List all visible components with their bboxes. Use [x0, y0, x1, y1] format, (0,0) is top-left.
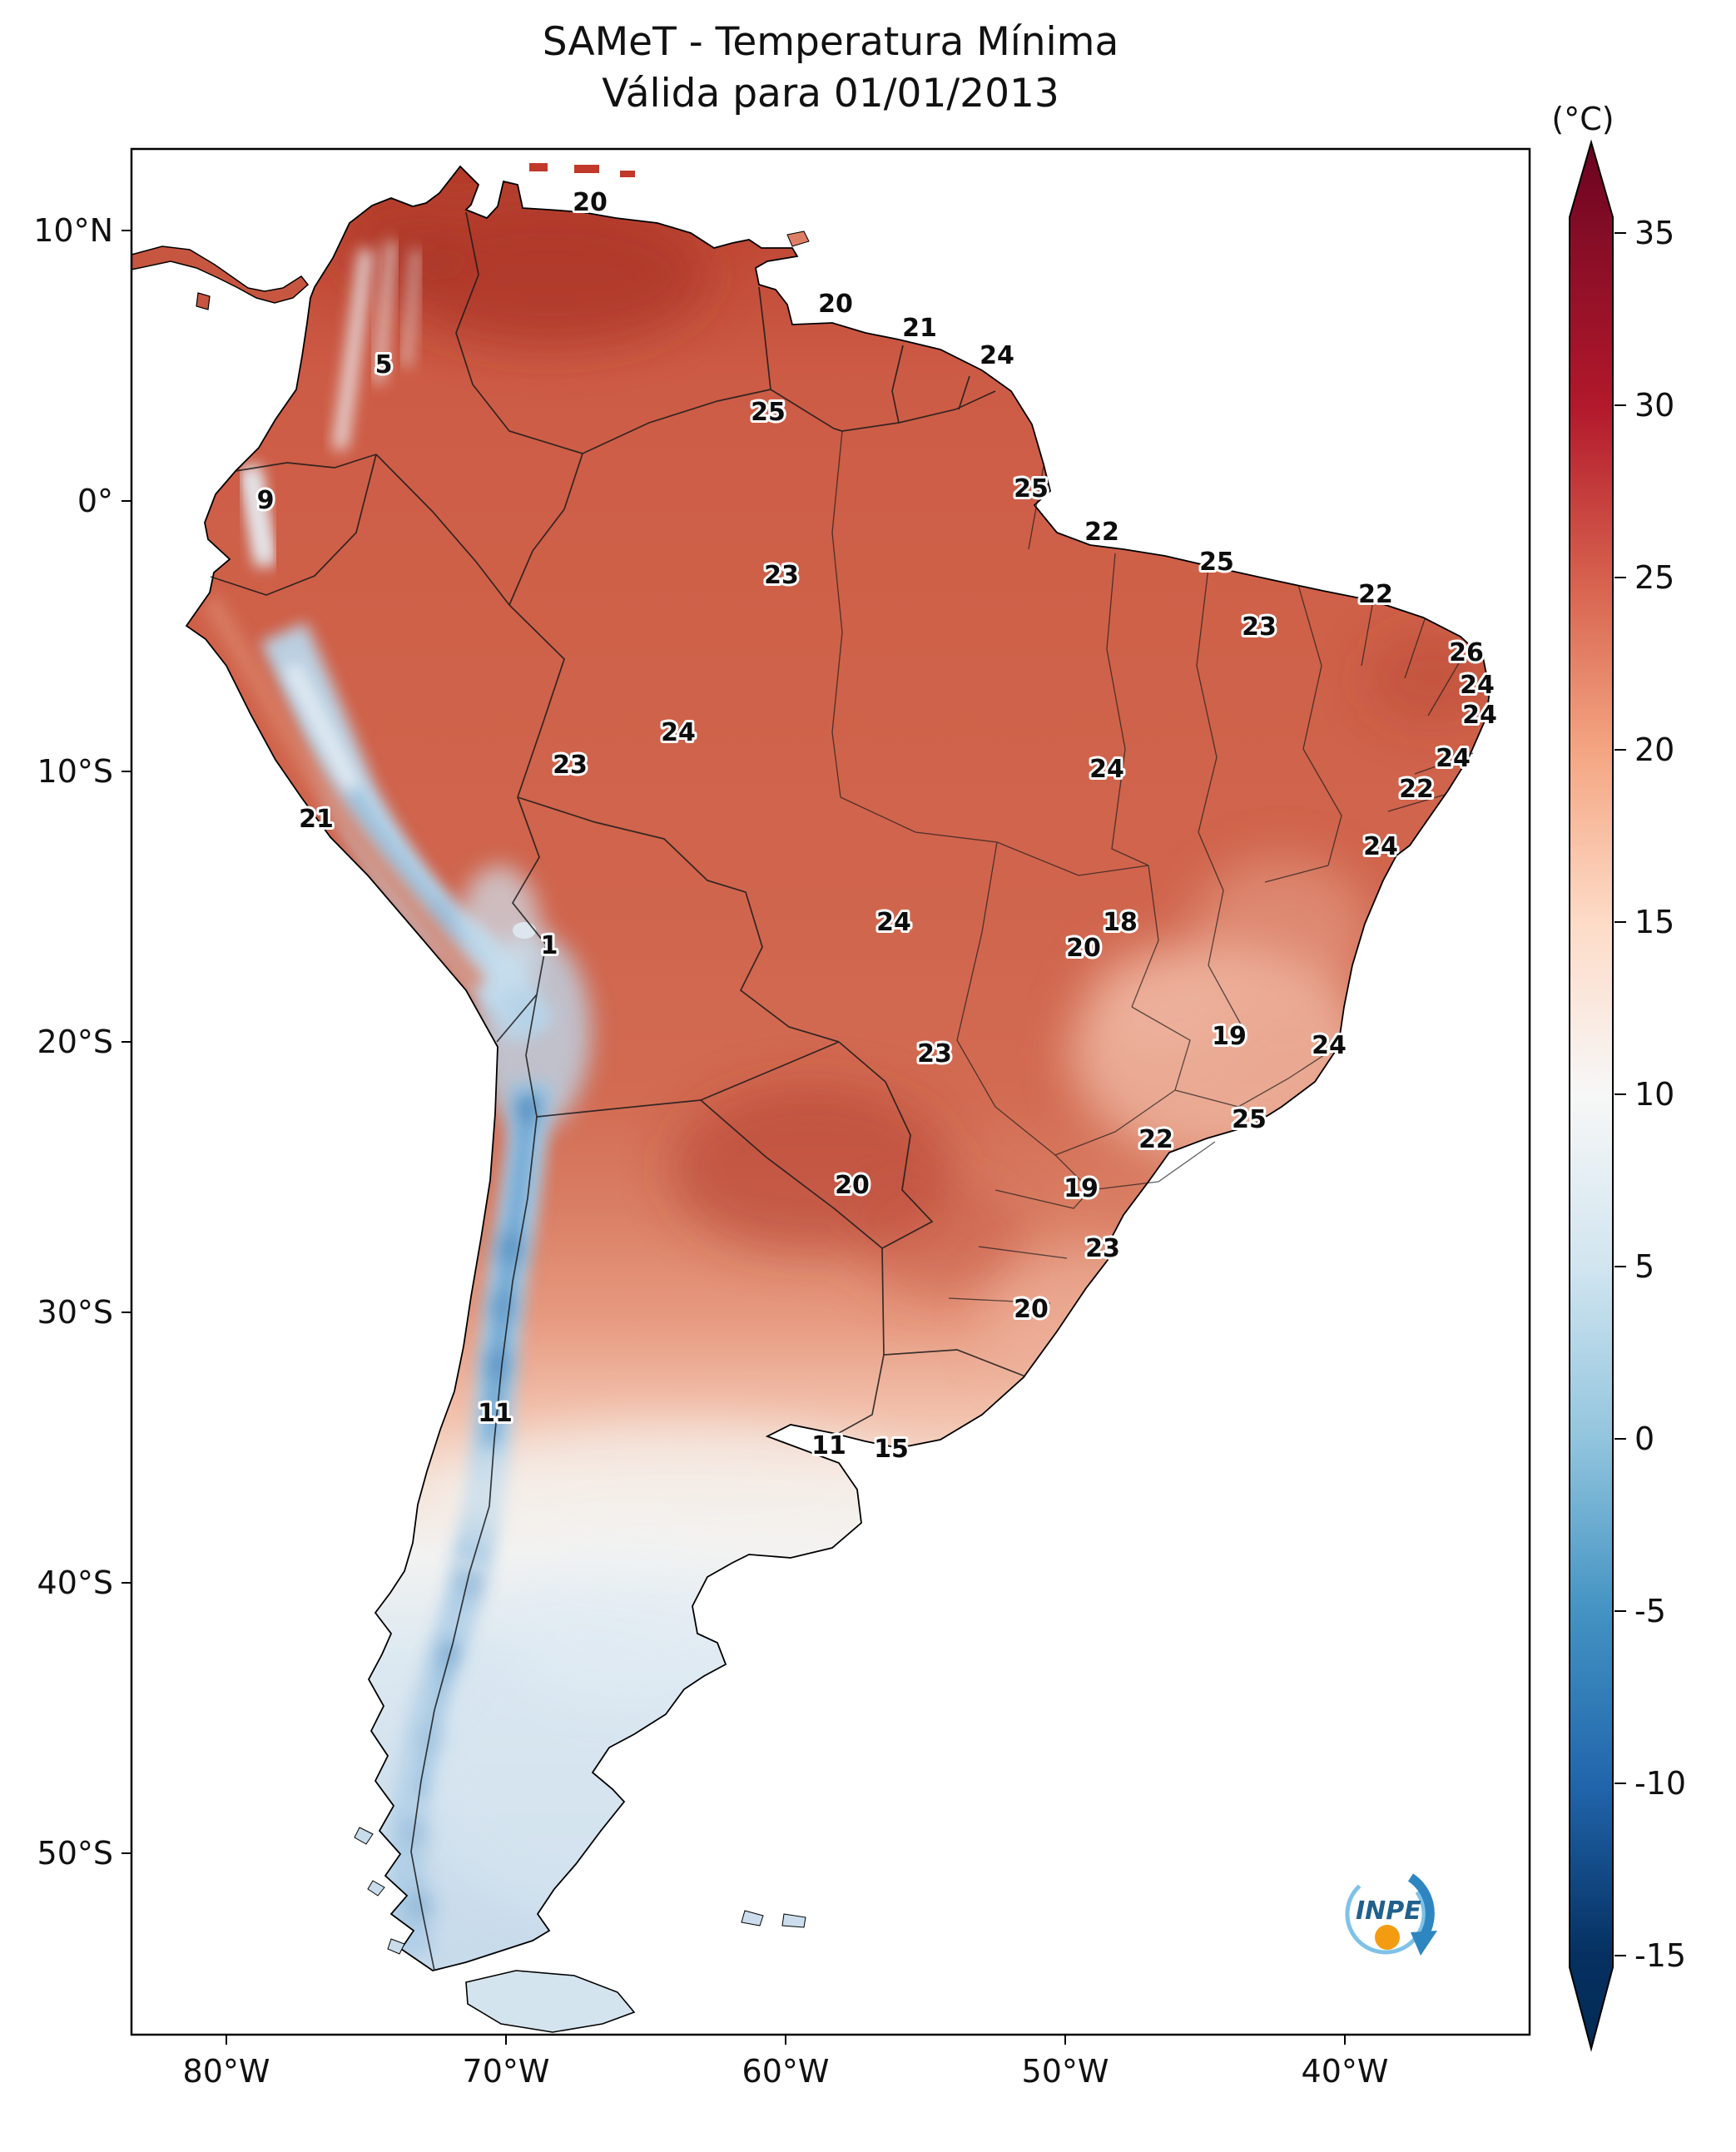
- lat-tick-label: 10°N: [33, 212, 113, 249]
- temp-label: 9: [257, 486, 275, 515]
- plot-frame: [130, 147, 1531, 2036]
- temp-label: 23: [764, 561, 799, 590]
- lat-tick-label: 20°S: [37, 1024, 113, 1060]
- inpe-logo-text: INPE: [1356, 1897, 1421, 1926]
- temp-label: 24: [661, 718, 696, 747]
- temp-label: 20: [1014, 1295, 1049, 1324]
- colorbar-tick-label: -10: [1634, 1765, 1686, 1802]
- colorbar-bar: [1569, 139, 1614, 2052]
- colorbar-tick-label: 35: [1634, 215, 1674, 251]
- lake-titicaca: [513, 922, 536, 939]
- temp-label: 25: [1199, 548, 1234, 577]
- temp-label: 24: [1436, 744, 1471, 773]
- lat-tick-label: 10°S: [37, 753, 113, 790]
- temp-label: 24: [1312, 1031, 1347, 1060]
- trinidad-island: [786, 231, 810, 247]
- colorbar-tick-label: 5: [1634, 1248, 1654, 1285]
- temp-label: 23: [1085, 1234, 1120, 1263]
- colorbar: 35 30 25 20 15 10 5 0 -5 -10 -15 (°C): [1551, 101, 1686, 2052]
- lat-tick-label: 30°S: [37, 1294, 113, 1331]
- temp-label: 24: [1089, 755, 1124, 784]
- temp-label: 19: [1212, 1022, 1247, 1051]
- temp-label: 23: [553, 751, 588, 780]
- temp-label: 23: [917, 1039, 952, 1069]
- colorbar-tick-label: 25: [1634, 559, 1674, 596]
- temp-label: 25: [751, 398, 786, 427]
- temp-label: 25: [1014, 474, 1049, 503]
- temp-label: 11: [811, 1431, 846, 1460]
- temp-label: 23: [1242, 612, 1277, 642]
- colorbar-tick-label: 20: [1634, 731, 1674, 768]
- colorbar-tick-label: 30: [1634, 387, 1674, 424]
- inpe-swirl-circle: [1345, 1873, 1426, 1955]
- temp-label: 20: [1066, 934, 1101, 963]
- axis-bottom: 80°W 70°W 60°W 50°W 40°W: [183, 2035, 1389, 2090]
- temp-label: 19: [1064, 1174, 1099, 1203]
- lat-tick-label: 0°: [77, 483, 113, 519]
- lon-tick-label: 80°W: [183, 2053, 270, 2090]
- andes-shading: [201, 240, 932, 1960]
- temp-label: 5: [375, 350, 393, 379]
- temp-label: 20: [818, 290, 853, 319]
- inpe-arrow-curve: [1407, 1873, 1435, 1938]
- temp-label: 24: [1363, 832, 1398, 861]
- colorbar-tick-label: 10: [1634, 1076, 1674, 1113]
- islands: [354, 163, 810, 1955]
- colorbar-tick-label: -15: [1634, 1937, 1686, 1974]
- panama-strip: [131, 245, 310, 310]
- state-borders: [831, 430, 1474, 1304]
- temp-label: 11: [478, 1399, 513, 1428]
- temp-label: 1: [541, 931, 558, 960]
- inpe-logo: INPE: [1345, 1873, 1437, 1956]
- figure-title-line1: SAMeT - Temperatura Mínima: [543, 19, 1119, 65]
- temp-label: 22: [1358, 580, 1393, 609]
- temp-label: 24: [980, 341, 1014, 370]
- figure-title-line2: Válida para 01/01/2013: [602, 71, 1059, 117]
- temp-label: 18: [1103, 908, 1138, 937]
- temp-label: 22: [1084, 518, 1119, 547]
- temp-label: 15: [874, 1435, 909, 1464]
- lon-tick-label: 70°W: [463, 2053, 550, 2090]
- temp-label: 25: [1232, 1105, 1267, 1134]
- temp-label: 21: [902, 314, 937, 343]
- temp-label: 24: [1460, 671, 1495, 700]
- falkland-east: [781, 1913, 806, 1928]
- temp-label: 24: [1462, 701, 1497, 730]
- temp-label: 22: [1399, 775, 1434, 804]
- colorbar-tick-label: 15: [1634, 904, 1674, 940]
- tierra-del-fuego: [465, 1970, 635, 2033]
- temperature-field: [186, 166, 1490, 1971]
- temp-label: 22: [1138, 1125, 1173, 1154]
- temp-label: 24: [876, 908, 911, 937]
- temp-label: 20: [573, 188, 608, 217]
- temp-label: 26: [1449, 638, 1484, 667]
- lat-tick-label: 50°S: [37, 1835, 113, 1872]
- colorbar-tick-label: -5: [1634, 1593, 1666, 1629]
- temp-label: 20: [835, 1171, 870, 1200]
- lon-tick-label: 50°W: [1022, 2053, 1109, 2090]
- lat-tick-label: 40°S: [37, 1564, 113, 1601]
- lon-tick-label: 40°W: [1302, 2053, 1389, 2090]
- warm-anomalies: [341, 200, 1490, 1298]
- inpe-orange-dot: [1375, 1925, 1400, 1950]
- colorbar-unit-label: (°C): [1551, 101, 1614, 137]
- falkland-west: [741, 1910, 764, 1926]
- inpe-arrow-head: [1411, 1931, 1437, 1956]
- colorbar-ticks: 35 30 25 20 15 10 5 0 -5 -10 -15: [1614, 215, 1686, 1974]
- country-borders: [210, 211, 1026, 1971]
- axis-left: 10°N 0° 10°S 20°S 30°S 40°S 50°S: [33, 212, 131, 1872]
- colorbar-tick-label: 0: [1634, 1421, 1654, 1457]
- lon-tick-label: 60°W: [742, 2053, 830, 2090]
- temp-label: 21: [299, 805, 334, 834]
